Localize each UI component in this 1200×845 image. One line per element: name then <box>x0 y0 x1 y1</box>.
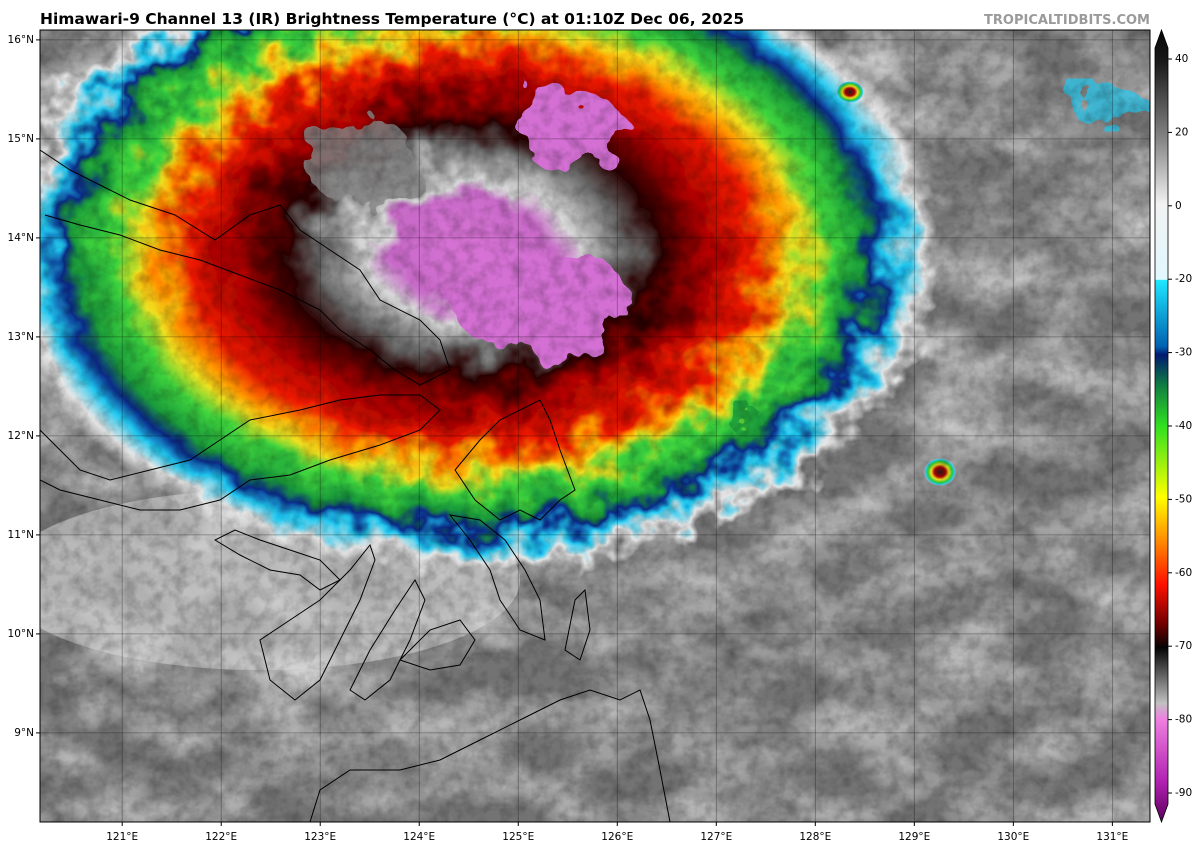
coastline <box>564 588 591 661</box>
lon-label: 128°E <box>799 831 831 843</box>
lon-label: 124°E <box>403 831 435 843</box>
colorbar-label: -80 <box>1175 714 1192 726</box>
lat-label: 14°N <box>8 232 34 244</box>
colorbar-label: -20 <box>1175 273 1192 285</box>
lon-label: 123°E <box>304 831 336 843</box>
coastline <box>454 399 576 521</box>
lat-label: 13°N <box>8 331 34 343</box>
coastline <box>309 689 671 822</box>
lat-label: 15°N <box>8 133 34 145</box>
grain <box>40 30 1150 822</box>
lon-label: 126°E <box>601 831 633 843</box>
coastline <box>40 149 451 386</box>
colorbar-label: -50 <box>1175 493 1192 505</box>
colorbar-label: -70 <box>1175 640 1192 652</box>
lat-label: 9°N <box>14 727 34 739</box>
colorbar-label: -90 <box>1175 787 1192 799</box>
lat-label: 12°N <box>8 430 34 442</box>
coastline <box>40 394 441 511</box>
satellite-image <box>40 30 1150 822</box>
lat-label: 11°N <box>8 529 34 541</box>
coastline <box>399 619 476 671</box>
colorbar-label: 0 <box>1175 200 1182 212</box>
colorbar: 40 20 0 -20 -30 -40 -50 -60 -70 -80 -90 <box>1154 28 1192 824</box>
lon-label: 122°E <box>205 831 237 843</box>
title: Himawari-9 Channel 13 (IR) Brightness Te… <box>40 10 744 28</box>
colorbar-label: -60 <box>1175 567 1192 579</box>
colorbar-label: 40 <box>1175 53 1188 65</box>
lon-label: 130°E <box>997 831 1029 843</box>
lon-label: 129°E <box>898 831 930 843</box>
lon-label: 127°E <box>700 831 732 843</box>
lat-label: 10°N <box>8 628 34 640</box>
colorbar-label: -40 <box>1175 420 1192 432</box>
lon-label: 121°E <box>106 831 138 843</box>
coastline <box>349 579 426 701</box>
lon-label: 131°E <box>1096 831 1128 843</box>
watermark: TROPICALTIDBITS.COM <box>984 13 1150 28</box>
graticule <box>36 30 1150 826</box>
lon-label: 125°E <box>502 831 534 843</box>
colorbar-label: -30 <box>1175 347 1192 359</box>
colorbar-label: 20 <box>1175 126 1188 138</box>
colorbar-ramp <box>1154 28 1169 824</box>
coastline <box>259 543 376 701</box>
coastline <box>448 514 546 641</box>
coastlines <box>40 149 671 822</box>
lat-label: 16°N <box>8 34 34 46</box>
map-frame <box>39 29 1151 823</box>
